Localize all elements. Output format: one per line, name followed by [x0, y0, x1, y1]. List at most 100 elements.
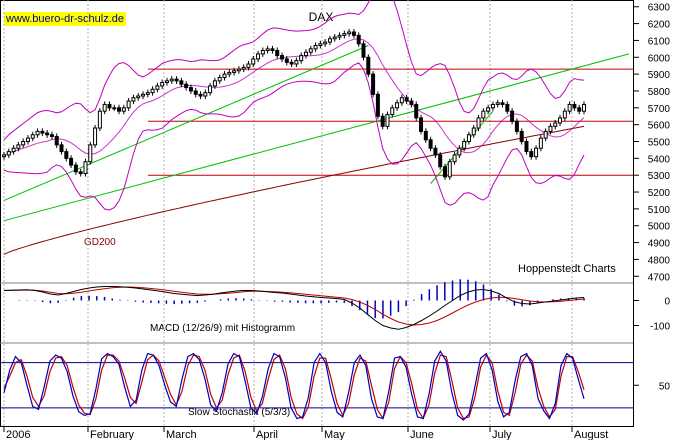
candle-body — [428, 139, 433, 149]
macd-signal-line — [3, 286, 585, 326]
candle-body — [538, 137, 543, 149]
candle-body — [212, 80, 217, 87]
candle-body — [107, 103, 112, 109]
candle-body — [289, 61, 294, 65]
candle-body — [179, 80, 184, 85]
trendline — [3, 53, 630, 222]
stochastic-panel — [0, 350, 633, 421]
candle-body — [6, 151, 11, 156]
candle-body — [45, 132, 50, 136]
y-tick-label: 6200 — [648, 20, 671, 31]
macd-line — [3, 286, 585, 330]
bollinger-upper — [3, 0, 585, 141]
candle-body — [534, 147, 539, 158]
month-label: 2006 — [6, 429, 30, 440]
candle-body — [514, 120, 519, 132]
candle-body — [270, 48, 275, 52]
y-tick-label: 4700 — [648, 272, 671, 283]
macd-panel — [3, 279, 585, 330]
candle-body — [476, 117, 481, 129]
y-tick-label: 6000 — [648, 53, 671, 64]
candle-body — [342, 33, 347, 36]
gd200-label: GD200 — [84, 237, 116, 248]
candle-body — [49, 134, 54, 137]
y-tick-label: 5100 — [648, 205, 671, 216]
y-tick-label: 5700 — [648, 104, 671, 115]
candle-body — [395, 102, 400, 109]
candle-body — [184, 83, 189, 89]
y-tick-label: 6300 — [648, 3, 671, 14]
candle-body — [284, 58, 289, 63]
candle-body — [150, 88, 155, 94]
candle-body — [462, 141, 467, 149]
y-tick-label: 50 — [659, 381, 671, 392]
y-tick-label: 5900 — [648, 70, 671, 81]
candle-body — [332, 36, 337, 40]
gridlines — [0, 0, 633, 426]
y-tick-label: 4900 — [648, 239, 671, 250]
candle-body — [529, 151, 534, 158]
candle-body — [193, 90, 198, 95]
candle-body — [174, 78, 179, 82]
candle-body — [543, 130, 548, 139]
candle-body — [308, 48, 313, 53]
candle-body — [217, 76, 222, 82]
candle-body — [102, 103, 107, 112]
candle-body — [351, 31, 356, 36]
candle-body — [40, 130, 45, 134]
candle-body — [11, 147, 16, 153]
candle-body — [375, 93, 380, 117]
candle-body — [145, 92, 150, 95]
candle-body — [16, 144, 21, 149]
candle-body — [69, 157, 74, 166]
candle-body — [169, 78, 174, 82]
candle-body — [572, 103, 577, 109]
month-label: February — [90, 429, 135, 440]
candle-body — [93, 127, 98, 146]
candle-body — [380, 115, 385, 127]
candle-body — [385, 114, 390, 127]
y-tick-label: 5200 — [648, 188, 671, 199]
month-label: May — [324, 429, 345, 440]
candle-body — [466, 134, 471, 142]
candle-body — [519, 130, 524, 142]
candle-body — [30, 134, 35, 139]
candle-body — [131, 97, 136, 102]
candle-body — [390, 107, 395, 116]
candle-body — [548, 125, 553, 132]
candle-body — [265, 48, 270, 52]
candle-body — [356, 34, 361, 45]
y-tick-label: 5400 — [648, 154, 671, 165]
candle-body — [112, 107, 117, 110]
candle-body — [198, 93, 203, 97]
candle-body — [347, 31, 352, 35]
candle-body — [88, 144, 93, 163]
macd-label: MACD (12/26/9) mit Histogramm — [150, 323, 295, 334]
candle-body — [208, 85, 213, 94]
candle-body — [246, 63, 251, 68]
candle-body — [188, 87, 193, 92]
candle-body — [419, 117, 424, 132]
candle-body — [126, 100, 131, 109]
candle-body — [404, 97, 409, 102]
candle-body — [313, 44, 318, 50]
candle-body — [490, 103, 495, 109]
candle-body — [275, 50, 280, 57]
y-tick-label: 5800 — [648, 87, 671, 98]
y-tick-label: -100 — [650, 322, 670, 333]
trendline — [3, 45, 369, 201]
bollinger-lower — [3, 62, 585, 211]
candle-body — [562, 110, 567, 119]
candle-body — [323, 41, 328, 45]
month-label: April — [256, 429, 278, 440]
candle-body — [577, 107, 582, 112]
candle-body — [35, 130, 40, 136]
stochastic-label: Slow Stochastik (5/3/3) — [188, 407, 290, 418]
candle-body — [582, 103, 586, 112]
watermark: www.buero-dr-schulz.de — [4, 12, 126, 26]
candle-body — [256, 53, 261, 60]
candle-body — [337, 34, 342, 38]
candle-body — [117, 107, 122, 112]
month-label: August — [574, 429, 608, 440]
